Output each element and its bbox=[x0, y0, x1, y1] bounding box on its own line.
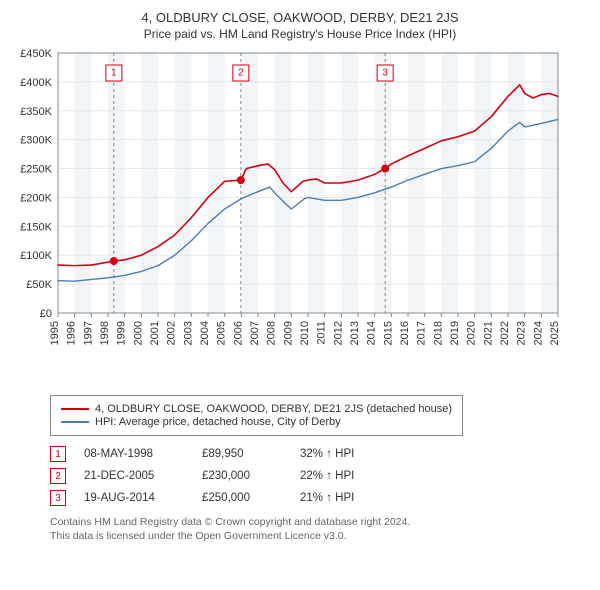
x-tick-label: 2010 bbox=[299, 321, 311, 345]
legend-label: 4, OLDBURY CLOSE, OAKWOOD, DERBY, DE21 2… bbox=[95, 403, 452, 415]
x-tick-label: 1998 bbox=[99, 321, 111, 345]
x-tick-label: 2005 bbox=[216, 321, 228, 345]
y-tick-label: £350K bbox=[20, 106, 52, 118]
sale-row: 2 21-DEC-2005 £230,000 22% ↑ HPI bbox=[50, 468, 590, 484]
sale-diff: 21% ↑ HPI bbox=[300, 492, 380, 504]
price-chart: £0 £50K £100K £150K £200K £250K £300K £350K £400… bbox=[10, 49, 570, 391]
x-tick-label: 2024 bbox=[532, 321, 544, 345]
legend-label: HPI: Average price, detached house, City… bbox=[95, 416, 341, 428]
sale-row-marker: 2 bbox=[50, 468, 66, 484]
x-tick-label: 2013 bbox=[349, 321, 361, 345]
y-tick-label: £150K bbox=[20, 221, 52, 233]
x-tick-label: 2018 bbox=[432, 321, 444, 345]
sale-date: 19-AUG-2014 bbox=[84, 492, 184, 504]
chart-title-address: 4, OLDBURY CLOSE, OAKWOOD, DERBY, DE21 2… bbox=[10, 10, 590, 25]
sale-date: 08-MAY-1998 bbox=[84, 448, 184, 460]
x-tick-label: 2025 bbox=[549, 321, 561, 345]
x-tick-label: 2019 bbox=[449, 321, 461, 345]
sale-row-marker: 1 bbox=[50, 446, 66, 462]
y-tick-label: £0 bbox=[40, 308, 52, 320]
sale-marker-number: 2 bbox=[238, 68, 244, 79]
sale-diff: 22% ↑ HPI bbox=[300, 470, 380, 482]
x-tick-label: 2003 bbox=[182, 321, 194, 345]
sale-date: 21-DEC-2005 bbox=[84, 470, 184, 482]
chart-container: £0 £50K £100K £150K £200K £250K £300K £350K £400… bbox=[10, 49, 590, 391]
x-tick-label: 2011 bbox=[316, 321, 328, 345]
sale-marker-number: 1 bbox=[111, 68, 117, 79]
x-tick-label: 2020 bbox=[466, 321, 478, 345]
x-tick-label: 2021 bbox=[482, 321, 494, 345]
y-tick-label: £300K bbox=[20, 135, 52, 147]
footer-line-1: Contains HM Land Registry data © Crown c… bbox=[50, 516, 590, 530]
chart-subtitle: Price paid vs. HM Land Registry's House … bbox=[10, 27, 590, 41]
y-tick-label: £400K bbox=[20, 77, 52, 89]
x-tick-label: 2016 bbox=[399, 321, 411, 345]
chart-legend: 4, OLDBURY CLOSE, OAKWOOD, DERBY, DE21 2… bbox=[50, 395, 463, 436]
x-tick-label: 2014 bbox=[366, 321, 378, 345]
y-tick-label: £250K bbox=[20, 164, 52, 176]
x-tick-label: 2009 bbox=[282, 321, 294, 345]
x-tick-label: 1996 bbox=[66, 321, 78, 345]
legend-swatch bbox=[61, 408, 89, 410]
sale-price: £89,950 bbox=[202, 448, 282, 460]
y-tick-label: £100K bbox=[20, 250, 52, 262]
y-tick-label: £50K bbox=[26, 279, 52, 291]
x-tick-label: 1997 bbox=[82, 321, 94, 345]
sales-table: 1 08-MAY-1998 £89,950 32% ↑ HPI 2 21-DEC-2005… bbox=[50, 446, 590, 506]
sale-price: £250,000 bbox=[202, 492, 282, 504]
x-tick-label: 2000 bbox=[132, 321, 144, 345]
x-tick-label: 2012 bbox=[332, 321, 344, 345]
y-tick-label: £450K bbox=[20, 49, 52, 60]
sale-marker-number: 3 bbox=[382, 68, 388, 79]
attribution-footer: Contains HM Land Registry data © Crown c… bbox=[50, 516, 590, 543]
footer-line-2: This data is licensed under the Open Gov… bbox=[50, 530, 590, 544]
x-tick-label: 2002 bbox=[166, 321, 178, 345]
x-tick-label: 2015 bbox=[382, 321, 394, 345]
x-tick-label: 1995 bbox=[49, 321, 61, 345]
x-tick-label: 2023 bbox=[516, 321, 528, 345]
sale-row-marker: 3 bbox=[50, 490, 66, 506]
sale-row: 3 19-AUG-2014 £250,000 21% ↑ HPI bbox=[50, 490, 590, 506]
x-tick-label: 2001 bbox=[149, 321, 161, 345]
x-tick-label: 2004 bbox=[199, 321, 211, 345]
x-tick-label: 1999 bbox=[116, 321, 128, 345]
x-tick-label: 2022 bbox=[499, 321, 511, 345]
x-tick-label: 2006 bbox=[232, 321, 244, 345]
y-tick-label: £200K bbox=[20, 192, 52, 204]
legend-row: 4, OLDBURY CLOSE, OAKWOOD, DERBY, DE21 2… bbox=[61, 403, 452, 415]
x-tick-label: 2008 bbox=[266, 321, 278, 345]
sale-diff: 32% ↑ HPI bbox=[300, 448, 380, 460]
x-tick-label: 2017 bbox=[416, 321, 428, 345]
x-tick-label: 2007 bbox=[249, 321, 261, 345]
sale-row: 1 08-MAY-1998 £89,950 32% ↑ HPI bbox=[50, 446, 590, 462]
legend-swatch bbox=[61, 421, 89, 423]
title-block: 4, OLDBURY CLOSE, OAKWOOD, DERBY, DE21 2… bbox=[10, 10, 590, 41]
legend-row: HPI: Average price, detached house, City… bbox=[61, 416, 452, 428]
sale-price: £230,000 bbox=[202, 470, 282, 482]
